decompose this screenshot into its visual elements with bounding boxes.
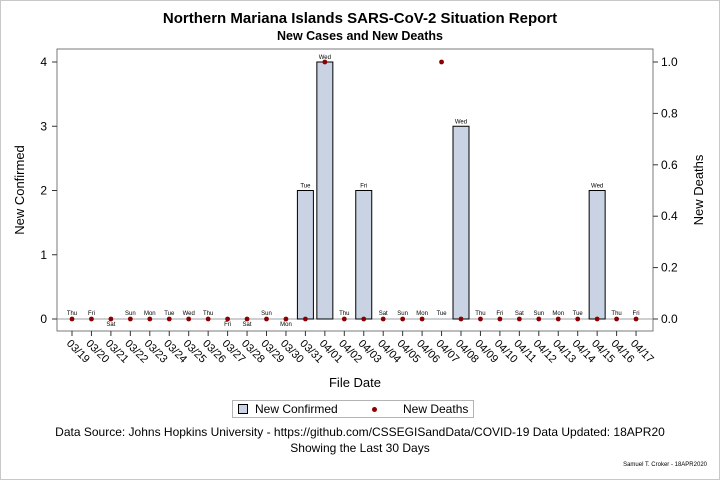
range-note: Showing the Last 30 Days	[290, 441, 430, 455]
chart-subtitle: New Cases and New Deaths	[276, 29, 444, 43]
plot-frame	[56, 48, 654, 332]
death-marker	[497, 316, 503, 322]
death-marker	[127, 316, 133, 322]
weekday-label: Tue	[164, 311, 175, 317]
death-marker	[419, 316, 425, 322]
weekday-label: Thu	[339, 311, 349, 317]
weekday-label: Sat	[379, 311, 388, 317]
data-source-note: Data Source: Johns Hopkins University - …	[55, 425, 665, 439]
weekday-label: Fri	[496, 311, 503, 317]
death-marker	[225, 316, 231, 322]
weekday-label: Sun	[533, 311, 544, 317]
death-marker	[147, 316, 153, 322]
bar-new-confirmed	[355, 190, 373, 320]
y2-tick-label: 0.0	[661, 312, 678, 326]
y-tick-label: 3	[40, 119, 47, 133]
weekday-label: Mon	[280, 322, 292, 328]
legend-label-new-deaths: New Deaths	[403, 402, 469, 416]
weekday-label: Tue	[436, 311, 447, 317]
y-tick-label: 4	[40, 55, 47, 69]
y-tick-label: 2	[40, 184, 47, 198]
chart-legend: New Confirmed New Deaths	[232, 400, 474, 418]
death-marker	[439, 59, 444, 65]
x-axis-title: File Date	[329, 375, 381, 390]
y2-tick-label: 1.0	[661, 55, 678, 69]
death-marker	[516, 316, 522, 322]
chart-title: Northern Mariana Islands SARS-CoV-2 Situ…	[162, 10, 558, 27]
weekday-label: Wed	[591, 184, 603, 190]
death-marker	[380, 316, 386, 322]
bar-new-confirmed	[296, 190, 314, 320]
weekday-label: Thu	[203, 311, 213, 317]
death-marker	[89, 316, 94, 322]
weekday-label: Thu	[67, 311, 77, 317]
weekday-label: Fri	[88, 311, 95, 317]
weekday-label: Sat	[515, 311, 524, 317]
y-tick-label: 1	[40, 248, 47, 262]
weekday-label: Sat	[106, 322, 115, 328]
weekday-label: Thu	[611, 311, 621, 317]
weekday-label: Fri	[633, 311, 640, 317]
y-tick-label: 0	[40, 312, 47, 326]
y-axis-title: New Confirmed	[12, 145, 27, 235]
author-credit: Samuel T. Croker - 18APR2020	[623, 462, 707, 468]
y2-tick-label: 0.6	[661, 158, 678, 172]
y2-tick-label: 0.4	[661, 209, 678, 223]
y2-axis-title: New Deaths	[691, 154, 706, 225]
death-marker	[322, 59, 328, 65]
death-marker	[555, 316, 561, 322]
weekday-label: Tue	[300, 184, 311, 190]
death-marker	[108, 316, 114, 322]
y2-tick-label: 0.2	[661, 261, 678, 275]
legend-label-new-confirmed: New Confirmed	[255, 402, 338, 416]
death-marker	[264, 316, 269, 322]
death-marker	[166, 316, 172, 322]
weekday-label: Tue	[573, 311, 584, 317]
death-marker	[458, 316, 464, 322]
weekday-label: Wed	[319, 55, 331, 61]
death-marker	[594, 316, 600, 322]
death-marker	[633, 316, 639, 322]
weekday-label: Mon	[144, 311, 156, 317]
death-marker	[575, 316, 581, 322]
legend-death-marker	[372, 407, 377, 412]
weekday-label: Fri	[360, 184, 367, 190]
death-marker	[400, 316, 406, 322]
weekday-label: Sun	[125, 311, 136, 317]
death-marker	[205, 316, 211, 322]
death-marker	[303, 316, 308, 322]
death-marker	[244, 316, 250, 322]
legend-bar-swatch	[238, 404, 248, 414]
death-marker	[69, 316, 75, 322]
y2-tick-label: 0.8	[661, 106, 678, 120]
death-marker	[186, 316, 192, 322]
weekday-label: Wed	[455, 119, 467, 125]
death-marker	[361, 316, 367, 322]
death-marker	[478, 316, 483, 322]
bar-new-confirmed	[588, 190, 606, 320]
weekday-label: Mon	[552, 311, 564, 317]
weekday-label: Sun	[397, 311, 408, 317]
death-marker	[341, 316, 347, 322]
weekday-label: Sat	[243, 322, 252, 328]
weekday-label: Sun	[261, 311, 272, 317]
death-marker	[614, 316, 619, 322]
weekday-label: Wed	[183, 311, 195, 317]
weekday-label: Fri	[224, 322, 231, 328]
weekday-label: Thu	[475, 311, 485, 317]
bar-new-confirmed	[452, 125, 470, 320]
bar-new-confirmed	[316, 61, 334, 320]
death-marker	[283, 316, 289, 322]
weekday-label: Mon	[416, 311, 428, 317]
death-marker	[536, 316, 542, 322]
